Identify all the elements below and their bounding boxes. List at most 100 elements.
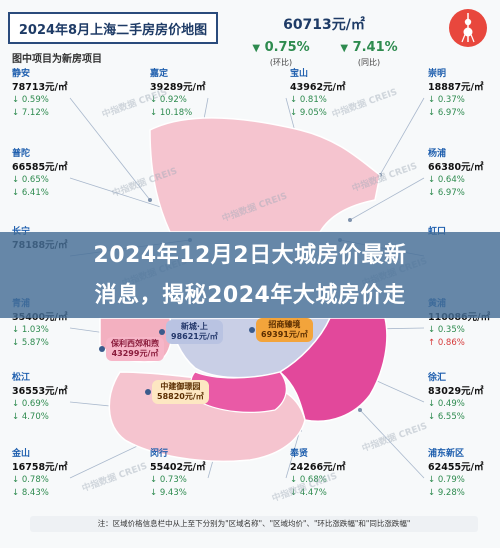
leader-line [349,177,425,221]
map-north-region [149,117,381,233]
district-price: 78713元/㎡ [12,82,68,93]
district-price: 39289元/㎡ [150,82,206,93]
down-arrow-icon: ▼ [340,43,349,54]
district-0: 静安 78713元/㎡ ↓ 0.59% ↓ 7.12% [12,68,92,120]
project-name: 保利西郊和煦 [111,339,159,348]
district-name: 普陀 [12,149,31,159]
district-price: 36553元/㎡ [12,386,68,397]
district-mom: ↓ 0.49% [428,399,465,409]
leader-line [69,97,151,201]
anchor-dot [358,408,362,412]
district-mom: ↓ 0.64% [428,175,465,185]
district-price: 24266元/㎡ [290,462,346,473]
district-name: 闵行 [150,449,169,459]
district-price: 66380元/㎡ [428,162,484,173]
district-yoy: ↓ 4.70% [12,412,49,422]
city-average-price: 60713元/㎡ [283,17,365,33]
project-price: 43299元/㎡ [111,349,159,358]
district-mom: ↓ 0.37% [428,95,465,105]
district-mom: ↓ 0.59% [12,95,49,105]
district-name: 嘉定 [150,69,169,79]
district-15: 浦东新区 62455元/㎡ ↓ 0.79% ↓ 9.28% [428,448,500,500]
project-price: 58820元/㎡ [157,392,204,401]
district-price: 83029元/㎡ [428,386,484,397]
district-yoy: ↑ 0.86% [428,338,465,348]
district-mom: ↓ 0.68% [290,475,327,485]
project-label: 招商臻境 69391元/㎡ [256,318,313,342]
leader-line [285,429,301,479]
district-yoy: ↓ 9.05% [290,108,327,118]
anchor-dot [348,218,352,222]
footnote: 注：区域价格信息栏中从上至下分别为"区域名称"、"区域均价"、"环比涨跌幅"和"… [30,516,478,532]
district-name: 静安 [12,69,31,79]
district-14: 奉贤 24266元/㎡ ↓ 0.68% ↓ 4.47% [290,448,370,500]
district-3: 崇明 18887元/㎡ ↓ 0.37% ↓ 6.97% [428,68,500,120]
headline-line-2: 消息，揭秘2024年大城房价走 [94,283,406,308]
chart-title: 2024年8月上海二手房房价地图 [8,12,218,44]
down-arrow-icon: ▼ [252,43,261,54]
district-name: 浦东新区 [428,449,465,459]
project-dot [99,346,105,352]
leader-line [69,177,171,211]
district-price: 16758元/㎡ [12,462,68,473]
headline-banner [0,232,500,318]
district-mom: ↓ 0.78% [12,475,49,485]
district-price: 18887元/㎡ [428,82,484,93]
district-mom: ↓ 0.69% [12,399,49,409]
district-name: 徐汇 [428,373,447,383]
map-east-region [278,317,388,422]
district-name: 松江 [12,373,31,383]
district-yoy: ↓ 7.12% [12,108,49,118]
project-dot [159,329,165,335]
project-label: 中建御璟园 58820元/㎡ [152,380,209,404]
city-mom-change: ▼ 0.75% (环比) [252,40,310,67]
chart-subtitle: 图中项目为新房项目 [12,54,102,65]
project-label: 新城·上 98621元/㎡ [166,320,223,344]
project-dot [249,327,255,333]
project-name: 新城·上 [180,322,208,331]
district-yoy: ↓ 10.18% [150,108,193,118]
project-markers [99,327,255,395]
district-yoy: ↓ 6.41% [12,188,49,198]
district-1: 嘉定 39289元/㎡ ↓ 0.92% ↓ 10.18% [150,68,230,120]
district-price: 62455元/㎡ [428,462,484,473]
district-yoy: ↓ 8.43% [12,488,49,498]
district-mom: ↓ 0.81% [290,95,327,105]
oriental-pearl-tower-icon [449,9,487,47]
district-10: 松江 36553元/㎡ ↓ 0.69% ↓ 4.70% [12,372,92,424]
district-13: 闵行 55402元/㎡ ↓ 0.73% ↓ 9.43% [150,448,230,500]
anchor-dot [148,198,152,202]
district-yoy: ↓ 6.55% [428,412,465,422]
district-yoy: ↓ 6.97% [428,108,465,118]
district-mom: ↓ 1.03% [12,325,49,335]
district-mom: ↓ 0.79% [428,475,465,485]
leader-line [379,97,425,176]
district-11: 徐汇 83029元/㎡ ↓ 0.49% ↓ 6.55% [428,372,500,424]
district-mom: ↓ 0.92% [150,95,187,105]
district-yoy: ↓ 4.47% [290,488,327,498]
district-yoy: ↓ 9.43% [150,488,187,498]
district-price: 43962元/㎡ [290,82,346,93]
city-yoy-change: ▼ 7.41% (同比) [340,40,398,67]
district-name: 金山 [12,449,31,459]
project-name: 中建御璟园 [160,382,201,391]
district-name: 崇明 [428,69,447,79]
district-yoy: ↓ 6.97% [428,188,465,198]
district-mom: ↓ 0.73% [150,475,187,485]
district-4: 普陀 66585元/㎡ ↓ 0.65% ↓ 6.41% [12,148,92,200]
district-5: 杨浦 66380元/㎡ ↓ 0.64% ↓ 6.97% [428,148,500,200]
project-price: 98621元/㎡ [171,332,218,341]
leader-line [359,409,425,479]
district-2: 宝山 43962元/㎡ ↓ 0.81% ↓ 9.05% [290,68,370,120]
headline-text: 2024年12月2日大城房价最新 消息，揭秘2024年大城房价走 [0,236,500,316]
headline-line-1: 2024年12月2日大城房价最新 [93,243,407,268]
project-dot [145,389,151,395]
district-price: 55402元/㎡ [150,462,206,473]
district-name: 宝山 [290,69,309,79]
district-yoy: ↓ 9.28% [428,488,465,498]
project-name: 招商臻境 [268,320,301,329]
project-label: 保利西郊和煦 43299元/㎡ [106,337,164,361]
district-price: 66585元/㎡ [12,162,68,173]
district-12: 金山 16758元/㎡ ↓ 0.78% ↓ 8.43% [12,448,92,500]
